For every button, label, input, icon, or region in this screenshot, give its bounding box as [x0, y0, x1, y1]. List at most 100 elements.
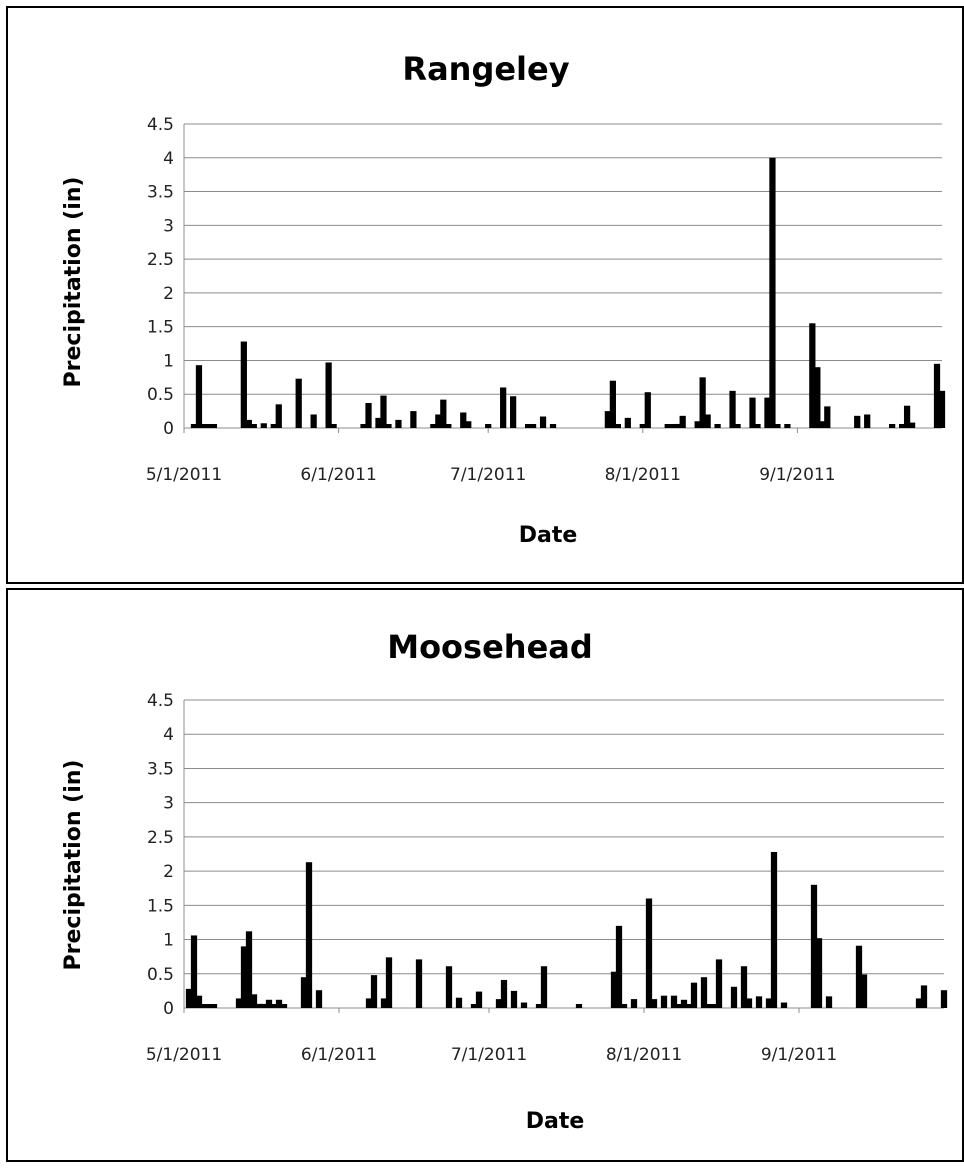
y-tick-label: 2.5	[147, 828, 174, 848]
data-bar	[275, 999, 283, 1008]
x-tick-label: 8/1/2011	[605, 465, 681, 485]
data-bar	[260, 1003, 268, 1008]
y-tick-label: 2	[163, 284, 174, 304]
chart-title: Moosehead	[387, 628, 593, 666]
moosehead-chart: Moosehead 0 0.5 1 1.5 2 2.5 3 3.5 4 4.5 5/1/2011 6/…	[61, 628, 948, 1134]
data-bar	[860, 974, 868, 1008]
data-bar	[675, 1004, 683, 1008]
data-bar	[375, 417, 382, 428]
y-tick-label: 1.5	[147, 896, 174, 916]
data-bar	[920, 985, 928, 1008]
data-bar	[485, 424, 492, 428]
data-bar	[784, 424, 791, 428]
data-bar	[360, 424, 367, 428]
data-bar	[714, 424, 721, 428]
data-bar	[630, 999, 638, 1008]
data-bar	[710, 1004, 718, 1008]
y-axis-label: Precipitation (in)	[61, 760, 86, 971]
data-bar	[729, 390, 736, 428]
y-tick-label: 0	[163, 999, 174, 1019]
data-bar	[854, 415, 861, 428]
data-bar	[385, 424, 392, 428]
x-axis-label: Date	[526, 1109, 585, 1134]
data-bar	[609, 380, 616, 428]
data-bar	[908, 422, 916, 428]
data-bar	[529, 424, 537, 428]
data-bar	[445, 966, 453, 1008]
data-bar	[715, 959, 723, 1008]
y-tick-label: 2.5	[147, 250, 174, 270]
data-bar	[680, 999, 688, 1008]
data-bar	[520, 1002, 528, 1008]
x-tick-label: 6/1/2011	[300, 465, 376, 485]
data-bar	[500, 387, 507, 428]
data-bar	[435, 414, 442, 428]
y-tick-label: 2	[163, 862, 174, 882]
data-bar	[410, 411, 417, 428]
data-bar	[620, 1004, 628, 1008]
data-bar	[310, 414, 317, 428]
data-bar	[185, 988, 193, 1008]
y-tick-label: 4.5	[147, 115, 174, 135]
y-tick-label: 3	[163, 216, 174, 236]
data-bar	[825, 996, 833, 1008]
y-tick-label: 1	[163, 931, 174, 951]
data-bar	[305, 862, 313, 1008]
data-bar	[280, 1004, 288, 1008]
data-bar	[385, 957, 393, 1008]
data-bar	[670, 995, 678, 1008]
data-bar	[270, 424, 277, 428]
data-bar	[705, 1004, 713, 1008]
data-bar	[755, 996, 763, 1008]
data-bar	[604, 411, 611, 428]
data-bar	[300, 977, 308, 1008]
y-tick-label: 0	[163, 419, 174, 439]
data-bar	[260, 423, 267, 428]
x-tick-label: 7/1/2011	[451, 1045, 527, 1065]
y-tick-label: 0.5	[147, 385, 174, 405]
data-bar	[749, 397, 756, 428]
data-bar	[210, 424, 218, 428]
y-axis-label: Precipitation (in)	[61, 177, 86, 388]
y-tick-label: 0.5	[147, 965, 174, 985]
data-bar	[679, 415, 686, 428]
data-bar	[615, 925, 623, 1008]
data-bar	[664, 424, 671, 428]
data-bar	[754, 424, 761, 428]
data-bar	[669, 424, 676, 428]
data-bar	[295, 378, 302, 428]
data-bar	[445, 424, 452, 428]
x-tick-label: 6/1/2011	[301, 1045, 377, 1065]
data-bar	[365, 403, 372, 428]
data-bar	[235, 998, 243, 1008]
data-bar	[535, 1004, 543, 1008]
x-tick-label: 9/1/2011	[761, 1045, 837, 1065]
data-bar	[245, 419, 252, 428]
data-bar	[699, 377, 706, 428]
data-bar	[195, 365, 203, 428]
data-bar	[814, 367, 821, 428]
data-bar	[325, 362, 332, 428]
data-bar	[915, 998, 923, 1008]
data-bar	[809, 323, 816, 428]
data-bar	[624, 417, 631, 428]
y-tick-label: 3.5	[147, 759, 174, 779]
y-tick-label: 4	[163, 725, 174, 745]
data-bar	[240, 341, 247, 428]
data-bar	[395, 419, 402, 428]
data-bar	[370, 975, 378, 1008]
data-bar	[455, 997, 463, 1008]
data-bar	[240, 946, 248, 1008]
data-bar	[430, 424, 437, 428]
data-bar	[770, 851, 778, 1008]
data-bar	[540, 966, 548, 1008]
data-bar	[639, 424, 646, 428]
data-bar	[740, 966, 748, 1008]
data-bar	[315, 990, 323, 1008]
data-bar	[265, 999, 273, 1008]
data-bar	[245, 931, 253, 1008]
data-bar	[700, 977, 708, 1008]
data-bar	[864, 414, 871, 428]
data-bar	[190, 424, 198, 428]
y-tick-label: 1.5	[147, 318, 174, 338]
